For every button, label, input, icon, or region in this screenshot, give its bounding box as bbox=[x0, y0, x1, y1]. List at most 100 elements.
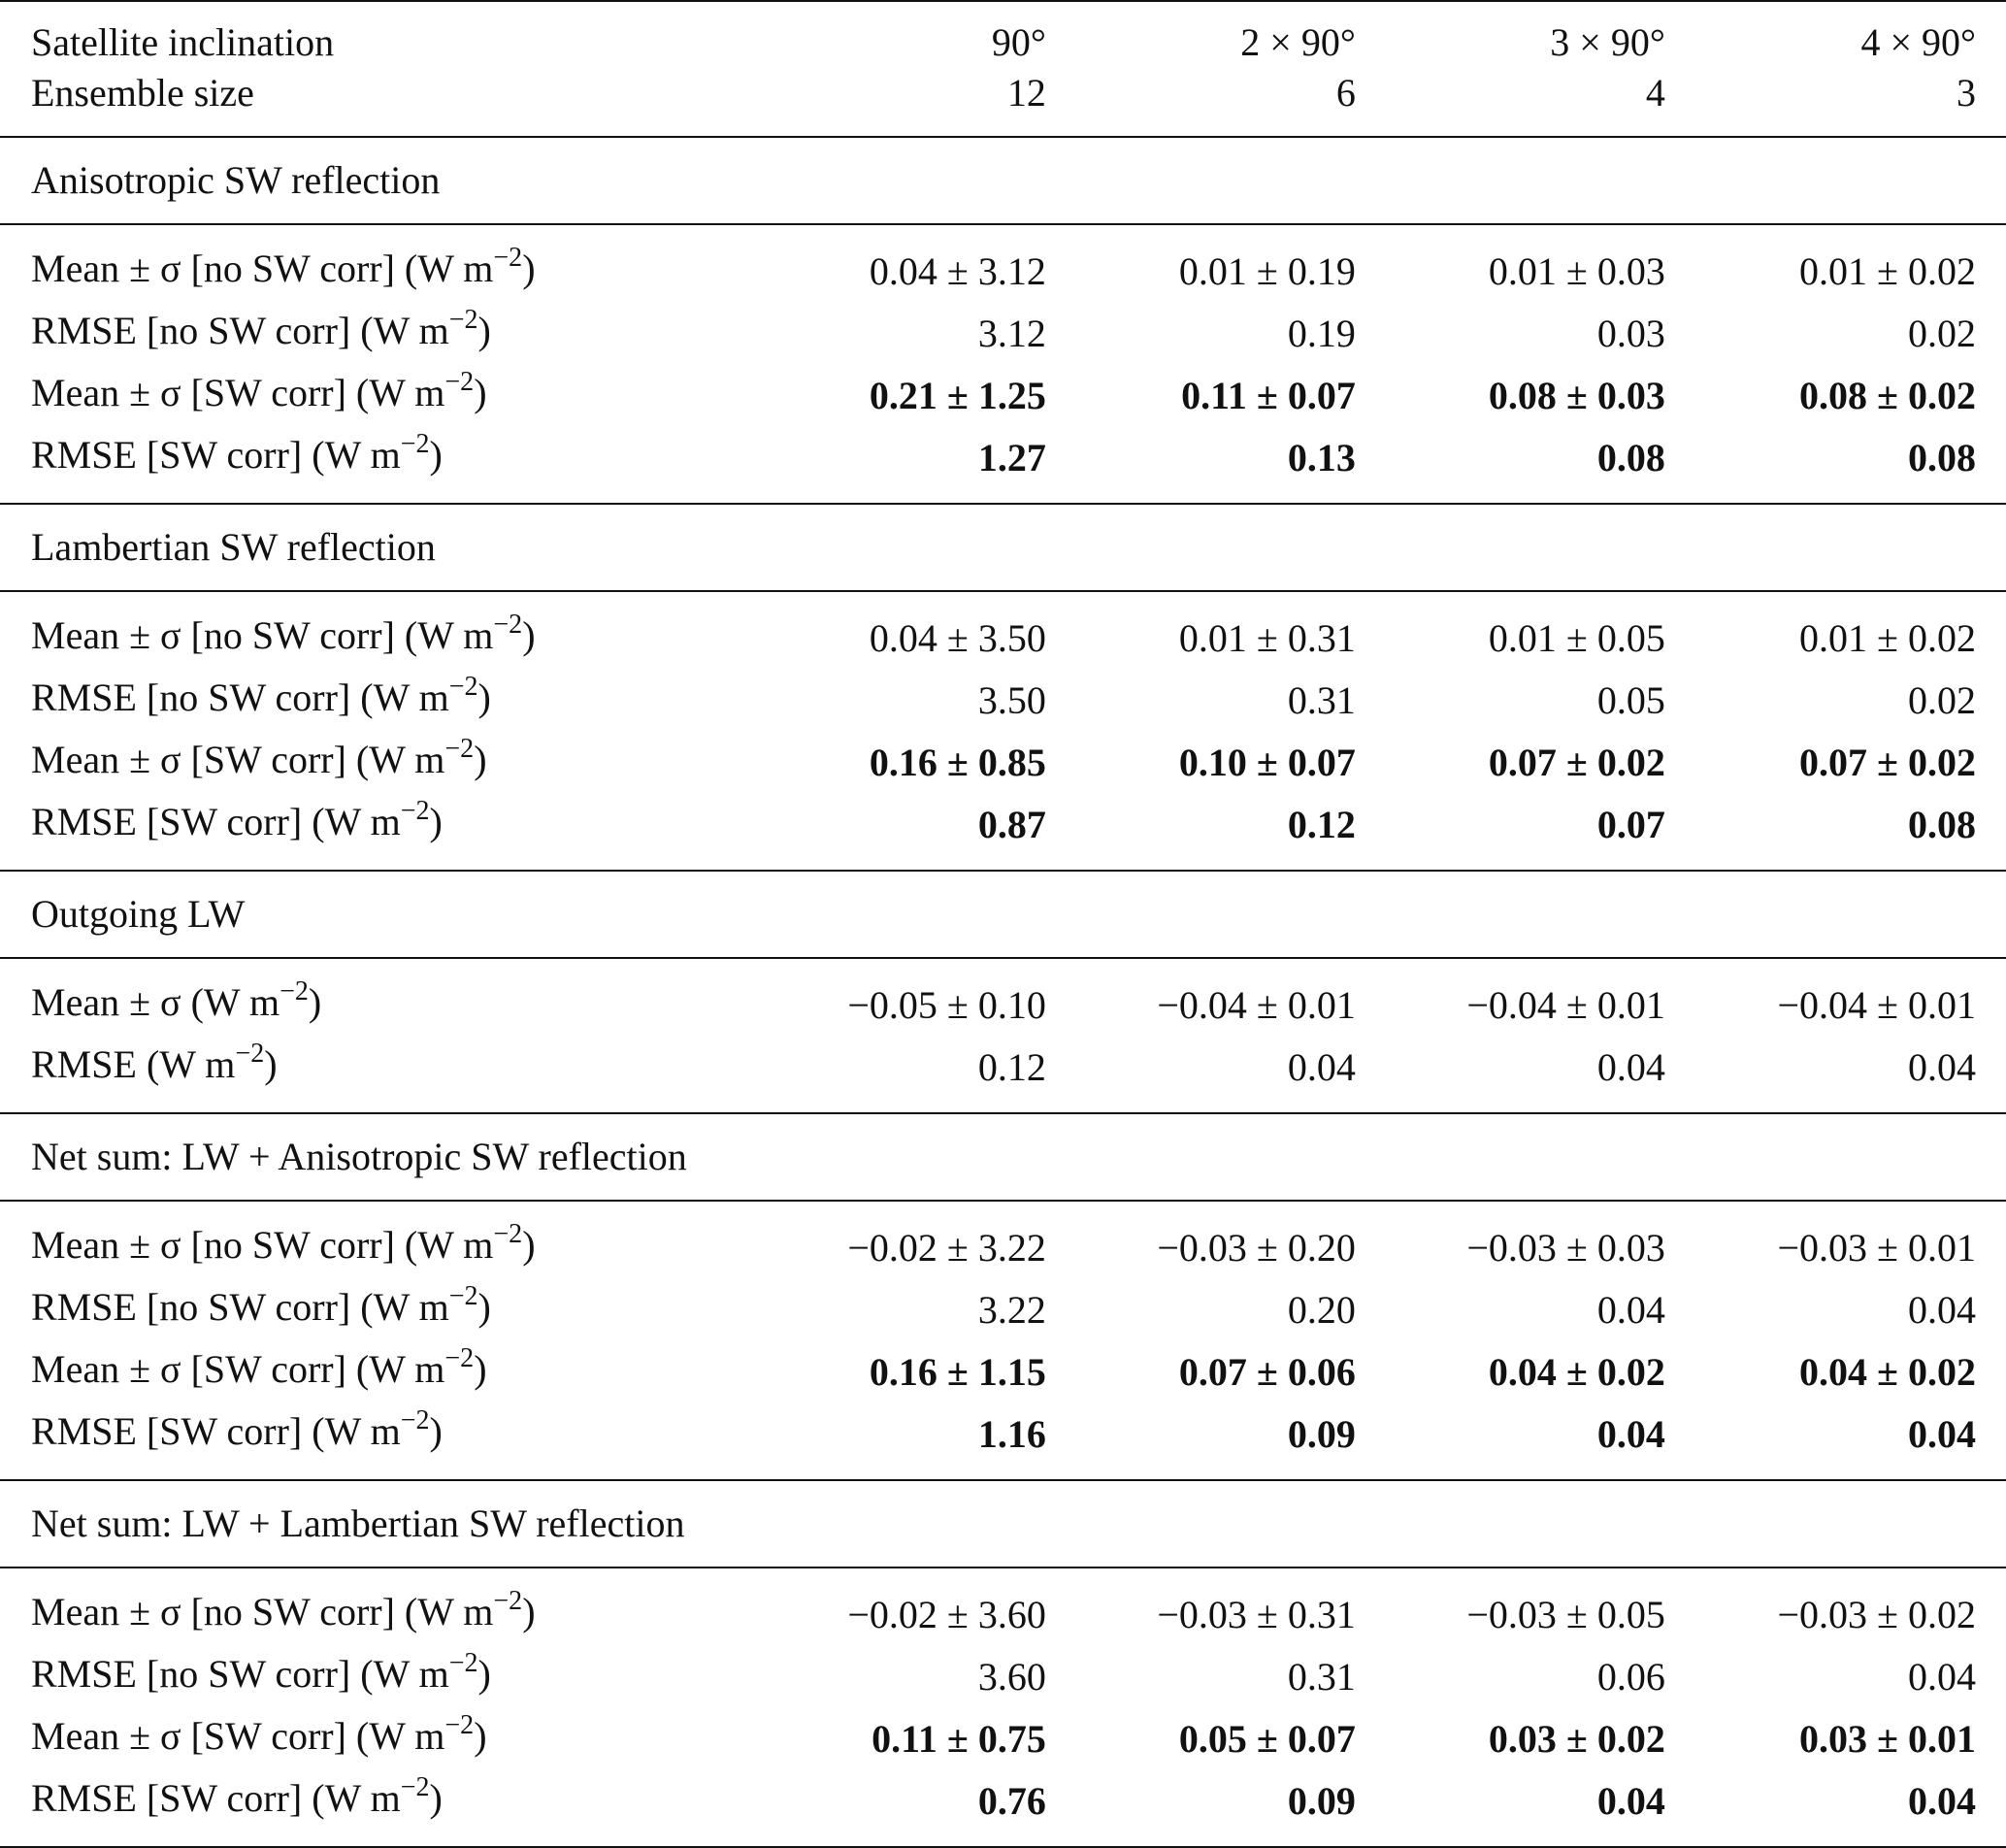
data-row: Mean ± σ [SW corr] (W m−2) 0.16 ± 0.85 0.1… bbox=[0, 731, 2006, 793]
row-label-text: RMSE [SW corr] bbox=[31, 433, 303, 477]
row-label: Mean ± σ [no SW corr] (W m−2) bbox=[31, 610, 536, 657]
value-cell: 3.50 bbox=[977, 677, 1046, 722]
value-cell: 0.04 bbox=[1382, 1769, 1693, 1848]
row-label-text: RMSE [SW corr] bbox=[31, 1776, 303, 1820]
value-cell: 0.08 bbox=[1908, 802, 1976, 846]
section-title: Net sum: LW + Lambertian SW reflection bbox=[0, 1479, 2006, 1568]
value-cell: 0.04 ± 3.12 bbox=[869, 248, 1046, 293]
row-label: Mean ± σ [no SW corr] (W m−2) bbox=[31, 1219, 536, 1267]
unit-exponent: −2 bbox=[493, 1586, 523, 1616]
unit-base: W m bbox=[369, 738, 445, 781]
row-label: Mean ± σ [SW corr] (W m−2) bbox=[31, 367, 487, 414]
value-cell: −0.04 ± 0.01 bbox=[1777, 982, 1976, 1027]
row-label: RMSE [SW corr] (W m−2) bbox=[0, 1769, 764, 1848]
section-title-row: Anisotropic SW reflection bbox=[0, 136, 2006, 225]
value-cell: 0.10 ± 0.07 bbox=[1178, 740, 1356, 784]
unit-exponent: −2 bbox=[444, 734, 475, 764]
value-cell: 0.16 ± 1.15 bbox=[869, 1349, 1046, 1394]
unit-base: W m bbox=[369, 1347, 445, 1391]
value-cell: 0.03 bbox=[1596, 311, 1665, 355]
value-cell: 0.05 ± 0.07 bbox=[1178, 1716, 1356, 1761]
value-cell: 0.11 ± 0.75 bbox=[871, 1716, 1046, 1761]
value-cell: 0.09 bbox=[1072, 1769, 1383, 1848]
data-row: Mean ± σ [no SW corr] (W m−2) 0.04 ± 3.12… bbox=[0, 224, 2006, 302]
value-cell: 6 bbox=[1335, 71, 1356, 115]
value-cell: 0.01 ± 0.02 bbox=[1799, 615, 1976, 660]
row-label-text: Mean ± σ [no SW corr] bbox=[31, 1590, 395, 1634]
value-cell: 0.04 bbox=[1908, 1654, 1976, 1699]
value-cell: 90° bbox=[763, 0, 1073, 68]
row-label: Mean ± σ [SW corr] (W m−2) bbox=[31, 734, 487, 781]
value-cell: 4 × 90° bbox=[1692, 0, 2006, 68]
value-cell: 0.07 bbox=[1596, 802, 1665, 846]
unit-exponent: −2 bbox=[400, 1772, 430, 1802]
value-cell: −0.02 ± 3.22 bbox=[847, 1225, 1046, 1270]
unit-exponent: −2 bbox=[448, 1281, 478, 1311]
value-cell: 0.03 ± 0.02 bbox=[1488, 1716, 1665, 1761]
row-label-text: RMSE [no SW corr] bbox=[31, 309, 351, 352]
value-cell: −0.04 ± 0.01 bbox=[1157, 982, 1356, 1027]
value-cell: 0.12 bbox=[977, 1044, 1046, 1089]
section-title: Net sum: LW + Anisotropic SW reflection bbox=[0, 1112, 2006, 1202]
unit-base: W m bbox=[417, 1590, 494, 1634]
data-row: Mean ± σ [no SW corr] (W m−2) 0.04 ± 3.50… bbox=[0, 591, 2006, 669]
row-label: RMSE [no SW corr] (W m−2) bbox=[31, 1281, 491, 1329]
value-cell: 3.12 bbox=[977, 311, 1046, 355]
row-label-text: RMSE [no SW corr] bbox=[31, 1285, 351, 1329]
value-cell: −0.03 ± 0.03 bbox=[1466, 1225, 1665, 1270]
unit-base: W m bbox=[203, 980, 280, 1024]
unit-exponent: −2 bbox=[448, 1648, 478, 1678]
value-cell: 0.76 bbox=[763, 1769, 1073, 1848]
data-row: Mean ± σ (W m−2) −0.05 ± 0.10 −0.04 ± 0.01… bbox=[0, 958, 2006, 1036]
row-label-text: Mean ± σ [no SW corr] bbox=[31, 247, 395, 290]
row-label-text: RMSE [SW corr] bbox=[31, 800, 303, 843]
unit-base: W m bbox=[324, 1409, 401, 1453]
value-cell: −0.03 ± 0.01 bbox=[1777, 1225, 1976, 1270]
data-row: RMSE (W m−2) 0.12 0.04 0.04 0.04 bbox=[0, 1036, 2006, 1113]
header-row: Satellite inclination 90° 2 × 90° 3 × 90° 4 … bbox=[0, 0, 2006, 68]
unit-base: W m bbox=[159, 1042, 236, 1086]
value-cell: 0.01 ± 0.03 bbox=[1488, 248, 1665, 293]
data-row: RMSE [no SW corr] (W m−2) 3.60 0.31 0.06 0.0… bbox=[0, 1645, 2006, 1707]
section-title-row: Net sum: LW + Anisotropic SW reflection bbox=[0, 1112, 2006, 1202]
value-cell: 0.08 bbox=[1596, 435, 1665, 479]
unit-exponent: −2 bbox=[493, 610, 523, 640]
unit-exponent: −2 bbox=[400, 429, 430, 459]
value-cell: 0.05 bbox=[1596, 677, 1665, 722]
value-cell: 0.01 ± 0.31 bbox=[1178, 615, 1356, 660]
value-cell: 0.04 bbox=[1908, 1411, 1976, 1456]
value-cell: 3.22 bbox=[977, 1287, 1046, 1332]
value-cell: 0.04 ± 3.50 bbox=[869, 615, 1046, 660]
row-label: RMSE [no SW corr] (W m−2) bbox=[31, 305, 491, 352]
data-row: RMSE [no SW corr] (W m−2) 3.22 0.20 0.04 0.0… bbox=[0, 1278, 2006, 1340]
value-cell: 0.12 bbox=[1287, 802, 1356, 846]
unit-exponent: −2 bbox=[400, 1405, 430, 1436]
data-row: RMSE [SW corr] (W m−2) 0.87 0.12 0.07 0.08 bbox=[0, 793, 2006, 871]
value-cell: 0.07 ± 0.06 bbox=[1178, 1349, 1356, 1394]
value-cell: 0.07 ± 0.02 bbox=[1799, 740, 1976, 784]
value-cell: 0.07 ± 0.02 bbox=[1488, 740, 1665, 784]
row-label-text: Mean ± σ [SW corr] bbox=[31, 738, 346, 781]
header-row: Ensemble size 12 6 4 3 bbox=[0, 68, 2006, 137]
value-cell: 0.13 bbox=[1287, 435, 1356, 479]
value-cell: −0.02 ± 3.60 bbox=[847, 1592, 1046, 1636]
value-cell: 0.02 bbox=[1908, 311, 1976, 355]
row-label-text: Mean ± σ [SW corr] bbox=[31, 1714, 346, 1758]
row-label-text: Mean ± σ [no SW corr] bbox=[31, 613, 395, 657]
value-cell: 0.09 bbox=[1287, 1411, 1356, 1456]
value-cell: −0.03 ± 0.02 bbox=[1777, 1592, 1976, 1636]
row-label-text: Mean ± σ [no SW corr] bbox=[31, 1223, 395, 1267]
row-label: RMSE (W m−2) bbox=[31, 1039, 278, 1086]
unit-exponent: −2 bbox=[400, 796, 430, 826]
header-label: Satellite inclination bbox=[0, 0, 764, 68]
value-cell: 0.31 bbox=[1287, 1654, 1356, 1699]
data-row: RMSE [SW corr] (W m−2) 1.27 0.13 0.08 0.08 bbox=[0, 426, 2006, 504]
value-cell: 0.16 ± 0.85 bbox=[869, 740, 1046, 784]
value-cell: 0.04 bbox=[1692, 1769, 2006, 1848]
value-cell: 0.04 bbox=[1287, 1044, 1356, 1089]
value-cell: 0.04 bbox=[1596, 1044, 1665, 1089]
data-row: Mean ± σ [SW corr] (W m−2) 0.21 ± 1.25 0.1… bbox=[0, 364, 2006, 426]
value-cell: 3.60 bbox=[977, 1654, 1046, 1699]
data-row: RMSE [SW corr] (W m−2) 1.16 0.09 0.04 0.04 bbox=[0, 1402, 2006, 1480]
value-cell: 0.02 bbox=[1908, 677, 1976, 722]
